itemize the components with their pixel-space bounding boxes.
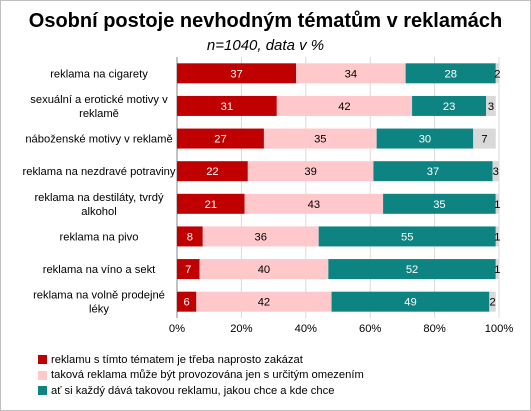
- data-label: 42: [338, 101, 350, 113]
- bar-segment: [263, 128, 377, 149]
- bar-segment: [276, 95, 413, 116]
- x-tick-label: 100%: [485, 323, 514, 335]
- x-tick-label: 20%: [230, 323, 252, 335]
- legend-item-restrict: taková reklama může být provozována jen …: [38, 368, 364, 384]
- bar-segment: [177, 63, 297, 84]
- legend-item-ban: reklamu s tímto tématem je třeba naprost…: [38, 352, 364, 368]
- bar-segment: [177, 95, 277, 116]
- category-label: reklama na cigarety: [50, 68, 148, 80]
- data-label: 37: [427, 166, 439, 178]
- bar-segment: [196, 291, 332, 312]
- data-label: 3: [493, 166, 499, 178]
- legend-swatch-restrict: [38, 370, 47, 380]
- bar-segment: [373, 161, 493, 182]
- category-label: léky: [89, 304, 109, 316]
- bar-segment: [177, 128, 264, 149]
- bar-segment: [177, 226, 203, 247]
- bar-segment: [331, 291, 490, 312]
- bar-segment: [328, 259, 496, 280]
- bar-segment: [489, 291, 496, 312]
- bar-segment: [318, 226, 496, 247]
- category-label: náboženské motivy v reklamě: [25, 134, 172, 146]
- x-tick-label: 80%: [423, 323, 445, 335]
- data-label: 34: [345, 68, 357, 80]
- data-label: 1: [494, 199, 500, 211]
- data-label: 2: [489, 297, 495, 309]
- data-label: 22: [206, 166, 218, 178]
- chart-subtitle: n=1040, data v %: [206, 37, 325, 54]
- bar-segment: [495, 63, 499, 84]
- bar-segment: [177, 291, 197, 312]
- category-label: reklamě: [79, 108, 119, 120]
- bar-segment: [412, 95, 487, 116]
- legend-label-allow: ať si každý dává takovou reklamu, jakou …: [51, 384, 335, 397]
- bar-segment: [177, 161, 248, 182]
- bar-segment: [495, 193, 499, 214]
- data-label: 49: [404, 297, 416, 309]
- data-label: 35: [314, 134, 326, 146]
- data-label: 55: [401, 231, 413, 243]
- data-label: 30: [419, 134, 431, 146]
- legend-item-allow: ať si každý dává takovou reklamu, jakou …: [38, 383, 364, 399]
- data-label: 40: [258, 264, 270, 276]
- bar-segment: [247, 161, 374, 182]
- category-label: reklama na víno a sekt: [43, 264, 156, 276]
- data-label: 7: [481, 134, 487, 146]
- x-tick-label: 60%: [359, 323, 381, 335]
- data-label: 36: [254, 231, 266, 243]
- data-label: 7: [185, 264, 191, 276]
- data-label: 31: [221, 101, 233, 113]
- bar-segment: [492, 161, 499, 182]
- data-label: 2: [494, 68, 500, 80]
- category-label: reklama na volně prodejné: [33, 290, 165, 302]
- bar-segment: [405, 63, 496, 84]
- data-label: 43: [308, 199, 320, 211]
- data-label: 28: [444, 68, 456, 80]
- bar-segment: [199, 259, 329, 280]
- data-label: 35: [433, 199, 445, 211]
- legend-label-restrict: taková reklama může být provozována jen …: [51, 369, 364, 382]
- bar-segment: [244, 193, 384, 214]
- data-label: 21: [205, 199, 217, 211]
- chart-legend: reklamu s tímto tématem je třeba naprost…: [38, 352, 364, 399]
- x-tick-label: 40%: [295, 323, 317, 335]
- data-label: 23: [443, 101, 455, 113]
- data-label: 1: [494, 231, 500, 243]
- data-label: 52: [406, 264, 418, 276]
- bar-segment: [202, 226, 319, 247]
- legend-swatch-allow: [38, 386, 47, 396]
- category-label: reklama na pivo: [60, 231, 139, 243]
- bar-segment: [177, 193, 245, 214]
- data-label: 27: [214, 134, 226, 146]
- category-label: sexuální a erotické motivy v: [30, 94, 168, 106]
- bar-segment: [296, 63, 406, 84]
- legend-swatch-ban: [38, 355, 47, 365]
- data-label: 8: [187, 231, 193, 243]
- bar-segment: [376, 128, 474, 149]
- category-label: reklama na nezdravé potraviny: [23, 166, 176, 178]
- x-tick-label: 0%: [169, 323, 185, 335]
- category-label: reklama na destiláty, tvrdý: [34, 192, 164, 204]
- bar-segment: [495, 226, 499, 247]
- data-label: 42: [258, 297, 270, 309]
- data-label: 37: [230, 68, 242, 80]
- legend-label-ban: reklamu s tímto tématem je třeba naprost…: [51, 353, 303, 366]
- chart-title: Osobní postoje nevhodným tématům v rekla…: [28, 10, 503, 32]
- data-label: 6: [184, 297, 190, 309]
- bar-segment: [177, 259, 200, 280]
- data-label: 3: [488, 101, 494, 113]
- bar-segment: [473, 128, 496, 149]
- bar-segment: [486, 95, 496, 116]
- category-label: alkohol: [81, 206, 116, 218]
- bar-segment: [495, 259, 499, 280]
- data-label: 39: [304, 166, 316, 178]
- data-label: 1: [494, 264, 500, 276]
- bar-segment: [383, 193, 496, 214]
